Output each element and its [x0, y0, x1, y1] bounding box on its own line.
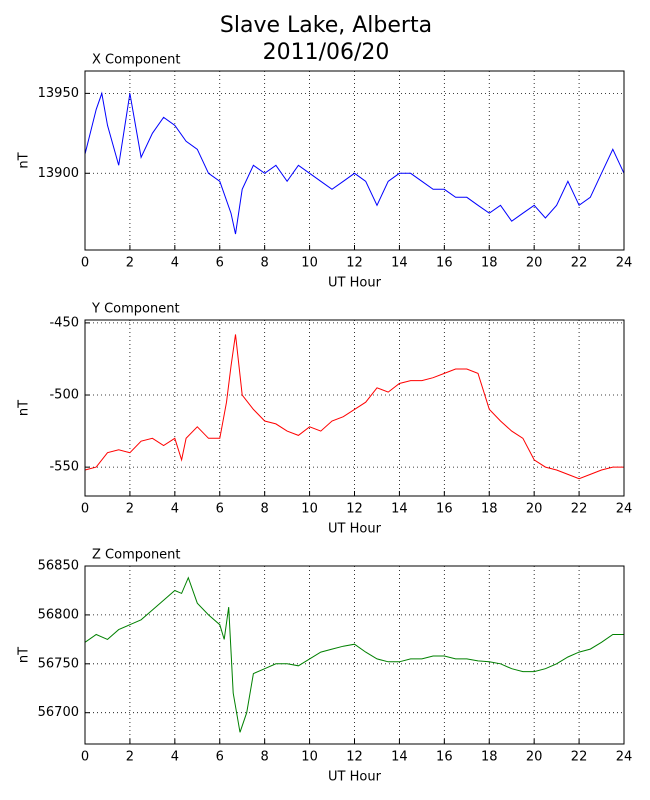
- x-tick-label: 10: [301, 256, 318, 271]
- panel-title: Y Component: [91, 302, 180, 317]
- x-tick-label: 20: [526, 502, 543, 517]
- x-tick-label: 20: [526, 750, 543, 765]
- x-tick-label: 10: [301, 750, 318, 765]
- panel-title: X Component: [92, 53, 181, 68]
- y-tick-label: 13950: [38, 86, 79, 101]
- chart-subtitle: 2011/06/20: [263, 40, 390, 65]
- data-line: [84, 334, 624, 480]
- y-axis-label: nT: [17, 152, 32, 168]
- x-tick-label: 18: [481, 502, 498, 517]
- x-tick-label: 18: [481, 256, 498, 271]
- x-tick-label: 24: [616, 750, 633, 765]
- x-tick-label: 14: [391, 502, 408, 517]
- y-tick-label: 56800: [38, 607, 79, 622]
- y-tick-label: 56750: [38, 656, 79, 671]
- y-tick-label: -450: [49, 315, 79, 330]
- x-tick-label: 12: [346, 502, 363, 517]
- x-tick-label: 2: [126, 750, 134, 765]
- y-tick-label: 56700: [38, 705, 79, 720]
- y-axis-label: nT: [17, 400, 32, 416]
- x-tick-label: 8: [261, 256, 269, 271]
- chart-title: Slave Lake, Alberta: [220, 13, 432, 38]
- plot-frame: [84, 70, 625, 251]
- plot-frame: [84, 319, 625, 497]
- x-tick-label: 16: [436, 502, 453, 517]
- x-axis-label: UT Hour: [328, 276, 382, 291]
- x-axis-label: UT Hour: [328, 770, 382, 785]
- x-tick-label: 22: [571, 256, 588, 271]
- x-tick-label: 24: [616, 502, 633, 517]
- y-tick-label: -550: [49, 460, 79, 475]
- x-tick-label: 6: [216, 502, 224, 517]
- data-line: [84, 576, 624, 733]
- x-tick-label: 16: [436, 256, 453, 271]
- x-tick-label: 22: [571, 750, 588, 765]
- x-tick-label: 24: [616, 256, 633, 271]
- x-tick-label: 0: [81, 502, 89, 517]
- x-tick-label: 12: [346, 256, 363, 271]
- x-tick-label: 10: [301, 502, 318, 517]
- x-tick-label: 2: [126, 502, 134, 517]
- x-tick-label: 4: [171, 750, 179, 765]
- x-tick-label: 0: [81, 750, 89, 765]
- y-tick-label: -500: [49, 388, 79, 403]
- y-tick-label: 13900: [38, 166, 79, 181]
- x-tick-label: 0: [81, 256, 89, 271]
- panel-title: Z Component: [92, 548, 181, 563]
- x-tick-label: 14: [391, 750, 408, 765]
- x-tick-label: 6: [216, 750, 224, 765]
- x-tick-label: 16: [436, 750, 453, 765]
- x-axis-label: UT Hour: [328, 522, 382, 537]
- x-tick-label: 6: [216, 256, 224, 271]
- x-tick-label: 20: [526, 256, 543, 271]
- x-tick-label: 14: [391, 256, 408, 271]
- x-tick-label: 2: [126, 256, 134, 271]
- x-tick-label: 4: [171, 256, 179, 271]
- data-line: [84, 91, 625, 235]
- x-tick-label: 8: [261, 502, 269, 517]
- x-tick-label: 8: [261, 750, 269, 765]
- plot-frame: [84, 565, 625, 745]
- x-tick-label: 4: [171, 502, 179, 517]
- y-axis-label: nT: [17, 647, 32, 663]
- y-tick-label: 56850: [38, 559, 79, 574]
- x-tick-label: 22: [571, 502, 588, 517]
- x-tick-label: 12: [346, 750, 363, 765]
- x-tick-label: 18: [481, 750, 498, 765]
